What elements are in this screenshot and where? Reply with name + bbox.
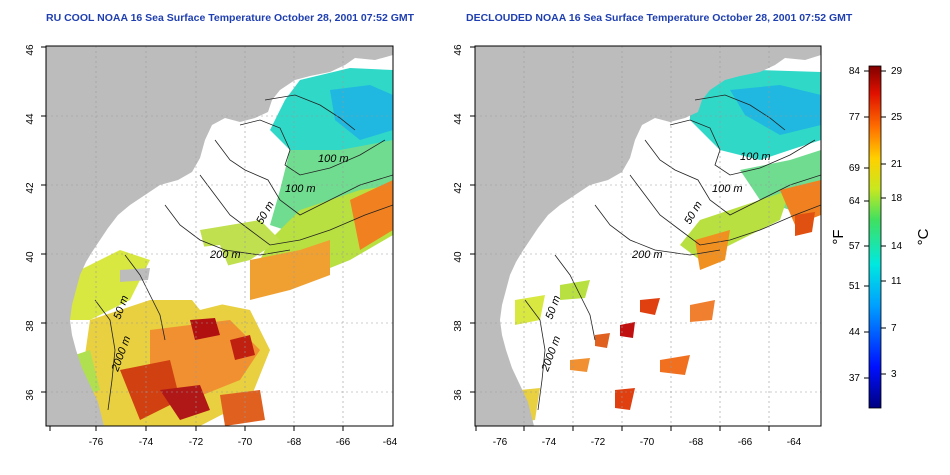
lat-tick-label: 38 bbox=[453, 320, 464, 332]
lon-tick-label: -70 bbox=[238, 437, 253, 448]
colorbar-gradient bbox=[868, 65, 882, 409]
lat-tick-label: 40 bbox=[25, 251, 36, 263]
lat-tick-label: 44 bbox=[453, 113, 464, 125]
contour-label: 100 m bbox=[740, 151, 771, 163]
sst-field-left bbox=[60, 68, 393, 426]
lon-tick-label: -68 bbox=[689, 437, 704, 448]
lat-tick-label: 36 bbox=[25, 389, 36, 401]
contour-label: 200 m bbox=[631, 249, 663, 261]
lon-tick-label: -76 bbox=[89, 437, 104, 448]
lat-tick-label: 46 bbox=[25, 44, 36, 56]
temperature-colorbar: 84 77 69 64 57 51 44 37 29 25 21 18 14 1… bbox=[830, 65, 932, 409]
celsius-tick: 7 bbox=[891, 323, 897, 334]
lat-tick-label: 36 bbox=[453, 389, 464, 401]
lon-tick-label: -66 bbox=[738, 437, 753, 448]
land-mask-right bbox=[475, 46, 821, 426]
contour-label: 100 m bbox=[712, 183, 743, 195]
fahrenheit-tick: 44 bbox=[849, 327, 861, 338]
contour-label: 200 m bbox=[209, 249, 241, 261]
bathymetry-contours-right bbox=[524, 94, 821, 411]
lon-tick-label: -66 bbox=[336, 437, 351, 448]
fahrenheit-tick: 37 bbox=[849, 373, 861, 384]
lat-tick-label: 46 bbox=[453, 44, 464, 56]
fahrenheit-tick: 51 bbox=[849, 281, 861, 292]
lon-tick-label: -76 bbox=[493, 437, 508, 448]
lat-tick-label: 42 bbox=[25, 182, 36, 194]
lon-tick-label: -72 bbox=[189, 437, 204, 448]
lat-tick-label: 44 bbox=[25, 113, 36, 125]
bathymetry-contours-left bbox=[94, 94, 393, 411]
celsius-tick: 18 bbox=[891, 193, 903, 204]
map-grid-right bbox=[475, 46, 821, 426]
fahrenheit-tick: 57 bbox=[849, 241, 861, 252]
lat-tick-label: 38 bbox=[25, 320, 36, 332]
fahrenheit-tick: 84 bbox=[849, 66, 861, 77]
fahrenheit-tick: 69 bbox=[849, 163, 861, 174]
map-panel-right: 100 m 100 m 50 m 200 m 50 m 2000 m -76 -… bbox=[453, 44, 822, 448]
lat-tick-label: 40 bbox=[453, 251, 464, 263]
land-mask-left bbox=[46, 46, 393, 426]
lon-tick-label: -72 bbox=[591, 437, 606, 448]
celsius-tick: 3 bbox=[891, 369, 897, 380]
map-grid-left bbox=[46, 46, 393, 426]
celsius-tick: 11 bbox=[891, 276, 902, 287]
contour-label: 100 m bbox=[318, 153, 349, 165]
fahrenheit-tick: 64 bbox=[849, 196, 861, 207]
lon-tick-label: -74 bbox=[542, 437, 557, 448]
celsius-axis-label: °C bbox=[915, 228, 932, 245]
lat-tick-label: 42 bbox=[453, 182, 464, 194]
lon-tick-label: -70 bbox=[640, 437, 655, 448]
celsius-tick: 25 bbox=[891, 112, 903, 123]
axis-ticks-left bbox=[41, 46, 344, 431]
celsius-tick: 21 bbox=[891, 159, 903, 170]
map-title-right: DECLOUDED NOAA 16 Sea Surface Temperatur… bbox=[466, 12, 853, 24]
celsius-tick: 29 bbox=[891, 66, 903, 77]
lon-tick-label: -64 bbox=[383, 437, 398, 448]
fahrenheit-axis-label: °F bbox=[830, 229, 847, 244]
fahrenheit-tick: 77 bbox=[849, 112, 861, 123]
celsius-tick: 14 bbox=[891, 241, 903, 252]
contour-label: 100 m bbox=[285, 183, 316, 195]
map-panel-left: 100 m 100 m 50 m 200 m 50 m 2000 m -76 -… bbox=[25, 44, 398, 448]
map-title-left: RU COOL NOAA 16 Sea Surface Temperature … bbox=[46, 12, 415, 24]
lon-tick-label: -74 bbox=[139, 437, 154, 448]
lon-tick-label: -68 bbox=[287, 437, 302, 448]
lon-tick-label: -64 bbox=[787, 437, 802, 448]
axis-ticks-right bbox=[470, 46, 770, 431]
